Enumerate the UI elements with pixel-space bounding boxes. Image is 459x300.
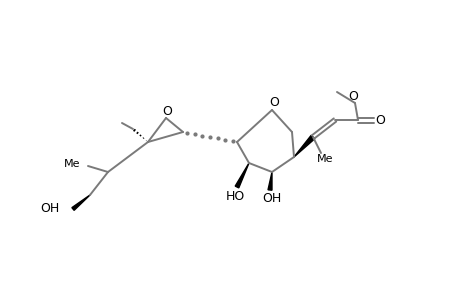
Text: OH: OH	[41, 202, 60, 215]
Text: O: O	[347, 89, 357, 103]
Text: O: O	[162, 104, 172, 118]
Polygon shape	[268, 172, 271, 190]
Text: OH: OH	[262, 193, 281, 206]
Text: Me: Me	[63, 159, 80, 169]
Polygon shape	[235, 163, 248, 188]
Text: O: O	[269, 95, 278, 109]
Text: O: O	[374, 113, 384, 127]
Polygon shape	[72, 195, 90, 210]
Text: HO: HO	[225, 190, 244, 202]
Text: Me: Me	[316, 154, 332, 164]
Polygon shape	[293, 135, 314, 157]
